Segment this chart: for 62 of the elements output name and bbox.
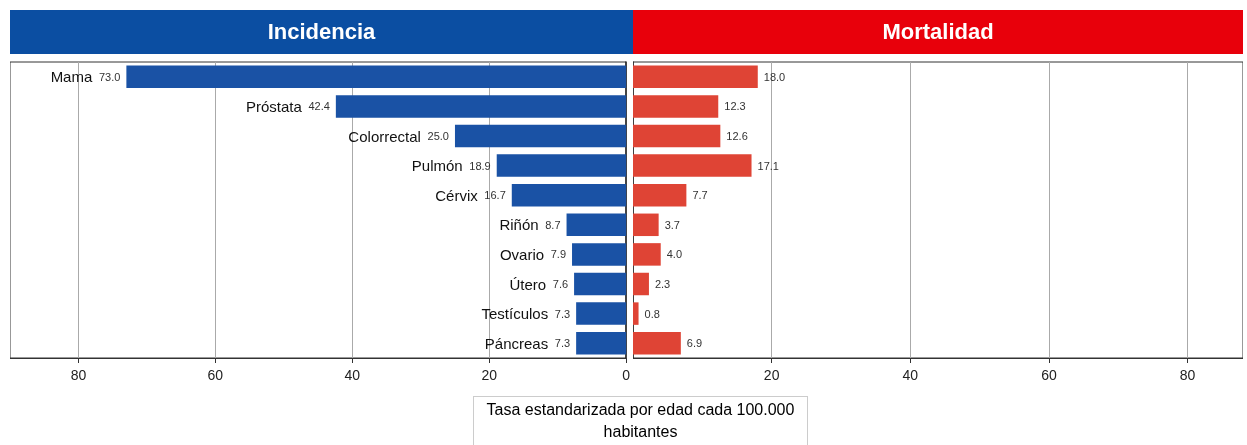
y-tick-label: Testículos bbox=[481, 305, 549, 323]
data-label: 0.8 bbox=[644, 307, 660, 320]
bar bbox=[633, 124, 721, 148]
data-label: 18.0 bbox=[763, 70, 786, 83]
bar bbox=[633, 213, 659, 237]
bar bbox=[566, 213, 627, 237]
x-tick-label: 40 bbox=[902, 367, 919, 383]
y-tick-label: Colorrectal bbox=[348, 127, 421, 145]
y-tick-label: Riñón bbox=[499, 216, 539, 234]
y-tick-label: Útero bbox=[509, 275, 547, 293]
data-label: 42.4 bbox=[308, 100, 330, 113]
data-label: 7.7 bbox=[692, 189, 708, 202]
y-tick-label: Cérvix bbox=[435, 186, 479, 204]
data-label: 73.0 bbox=[98, 70, 121, 83]
y-tick-label: Próstata bbox=[245, 97, 303, 115]
bar bbox=[633, 302, 639, 325]
data-label: 12.6 bbox=[726, 130, 748, 142]
data-label: 8.7 bbox=[545, 218, 561, 231]
bar bbox=[633, 243, 661, 266]
bar bbox=[633, 272, 649, 296]
data-label: 7.3 bbox=[554, 337, 571, 350]
chart-title: Mortalidad bbox=[633, 10, 1243, 54]
bar bbox=[633, 65, 758, 89]
x-tick-label: 40 bbox=[344, 367, 361, 383]
data-label: 18.9 bbox=[469, 159, 491, 172]
x-tick-label: 60 bbox=[207, 367, 224, 383]
bar bbox=[633, 183, 687, 207]
bar bbox=[454, 124, 627, 148]
x-axis-title: Tasa estandarizada por edad cada 100.000 habitantes bbox=[473, 396, 808, 445]
data-label: 4.0 bbox=[666, 248, 683, 261]
x-tick-label: 20 bbox=[763, 367, 780, 383]
data-label: 3.7 bbox=[664, 218, 680, 231]
data-label: 16.7 bbox=[484, 189, 506, 202]
data-label: 17.1 bbox=[757, 159, 779, 172]
data-label: 7.9 bbox=[550, 248, 567, 261]
bar bbox=[496, 154, 627, 177]
y-tick-label: Ovario bbox=[499, 245, 545, 263]
data-label: 7.3 bbox=[554, 307, 571, 320]
y-tick-label: Mama bbox=[50, 68, 93, 86]
bar bbox=[126, 65, 627, 89]
x-tick-label: 80 bbox=[70, 367, 87, 383]
data-label: 12.3 bbox=[724, 100, 746, 113]
bar bbox=[576, 331, 627, 355]
bar bbox=[576, 302, 627, 325]
bar bbox=[633, 154, 752, 177]
bar bbox=[633, 331, 681, 355]
data-label: 2.3 bbox=[654, 278, 671, 290]
bar bbox=[511, 183, 627, 207]
bar bbox=[335, 95, 627, 118]
x-tick-label: 20 bbox=[481, 367, 498, 383]
bar bbox=[574, 272, 627, 296]
data-label: 6.9 bbox=[686, 337, 703, 350]
data-label: 7.6 bbox=[552, 278, 569, 290]
x-tick-label: 0 bbox=[622, 367, 631, 383]
x-tick-label: 80 bbox=[1179, 367, 1196, 383]
y-tick-label: Páncreas bbox=[484, 334, 549, 352]
y-tick-label: Pulmón bbox=[411, 157, 463, 175]
x-tick-label: 60 bbox=[1041, 367, 1057, 383]
bar bbox=[633, 95, 719, 118]
chart-title: Incidencia bbox=[10, 10, 633, 54]
data-label: 25.0 bbox=[427, 130, 449, 142]
bar bbox=[572, 243, 627, 266]
